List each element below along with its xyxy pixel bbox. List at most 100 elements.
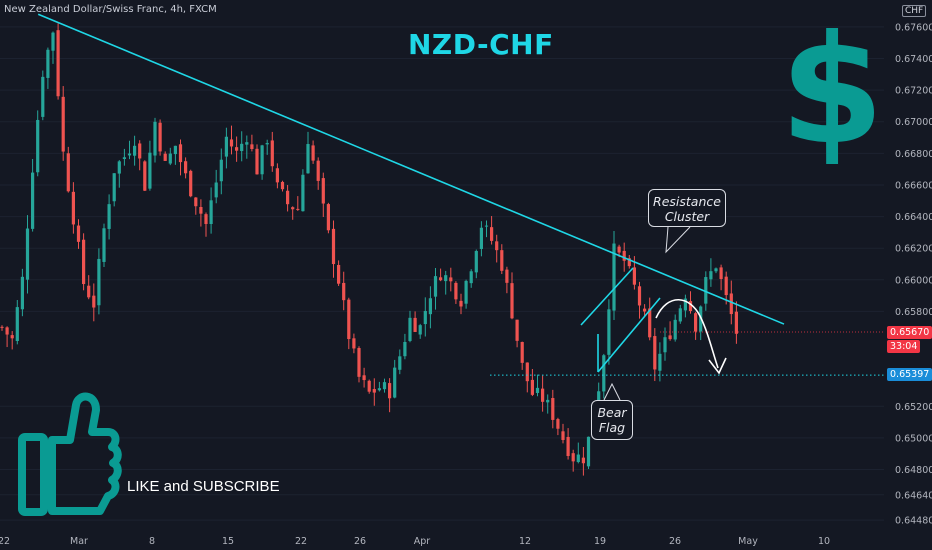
candle-body [214,182,218,198]
candle-body [153,121,157,156]
price-tick-label: 0.65000 [895,433,932,444]
candle-body [632,267,636,285]
candle-body [515,319,519,341]
candle-body [607,309,611,355]
candle-body [474,250,478,273]
drawings [37,13,884,401]
time-tick-label: 15 [222,536,234,547]
price-tick-label: 0.66800 [895,149,932,160]
candle-body [36,119,40,173]
candle-body [265,143,269,145]
candle-body [107,204,111,229]
candle-body [709,271,713,280]
price-tick-label: 0.66000 [895,275,932,286]
price-tick-label: 0.66600 [895,180,932,191]
price-tick-label: 0.64640 [895,490,932,501]
candle-body [724,276,728,296]
price-tick-label: 0.65800 [895,307,932,318]
resistance-trendline[interactable] [37,13,785,325]
time-tick-label: 10 [818,536,830,547]
candle-body [92,295,96,308]
candle-body [464,280,468,304]
like-subscribe-text: LIKE and SUBSCRIBE [127,478,280,495]
candle-body [199,206,203,214]
projection-arrowhead [708,357,727,375]
candle-body [342,282,346,301]
candle-body [148,152,152,189]
candle-body [229,139,234,147]
candle-body [648,308,652,338]
candle-body [377,388,381,391]
candle-body [25,228,30,280]
candle-body [250,144,254,149]
candle-body [418,325,422,335]
candle-body [571,453,575,462]
candle-body [398,356,402,370]
time-tick-label: 26 [669,536,681,547]
candle-body [102,228,106,262]
callout-bear-line1: Bear [597,405,627,420]
price-tick-label: 0.67600 [895,22,932,33]
candle-body [316,160,320,181]
candle-body [673,319,677,340]
candle-body [270,140,274,167]
time-tick-label: Apr [414,536,431,547]
candle-body [484,225,489,227]
candle-body [306,144,310,174]
candle-body [133,145,137,156]
candle-body [219,159,223,182]
candle-body [566,436,570,457]
candle-body [479,227,483,249]
candle-body [413,317,417,332]
candle-body [551,398,555,420]
candle-body [393,367,397,398]
candle-body [5,327,9,335]
candle-body [663,337,667,353]
callout-resistance-line2: Cluster [664,209,710,224]
candle-body [428,298,432,315]
candle-body [449,277,453,282]
candle-body [311,145,315,161]
currency-badge[interactable]: CHF [902,5,927,17]
candle-body [505,269,509,283]
candle-body [209,200,213,224]
candle-body [275,168,279,183]
candle-body [127,153,132,156]
bear-flag-upper[interactable] [580,267,634,326]
candle-body [280,181,285,190]
time-axis[interactable]: 22 Mar 8 15 22 26 Apr 12 19 26 May 10 [0,536,830,547]
candle-body [41,76,45,117]
bear-flag-lower[interactable] [597,297,661,373]
candle-body [138,143,142,159]
dollar-sign-icon: $ [780,4,884,178]
candle-body [56,30,60,97]
pair-title: NZD-CHF [408,28,554,61]
candles [0,23,738,476]
time-tick-label: 22 [0,536,10,547]
price-axis[interactable]: 0.67600 0.67400 0.67200 0.67000 0.66800 0.666… [895,22,932,526]
candle-body [546,399,550,403]
callout-bear-line2: Flag [598,420,626,435]
candle-body [439,277,443,281]
candle-body [490,227,494,241]
thumbs-up-icon[interactable] [18,392,122,516]
candle-body [204,214,208,224]
candle-body [347,299,351,340]
callout-resistance-cluster: Resistance Cluster [648,189,726,227]
candle-body [337,264,341,284]
candle-body [561,431,565,440]
candle-body [10,335,14,339]
candle-body [704,277,708,304]
time-tick-label: 8 [149,536,155,547]
price-tick-label: 0.67400 [895,54,932,65]
candle-body [403,341,407,357]
callout-bear-flag: Bear Flag [591,400,633,440]
candle-body [20,276,24,310]
candle-body [617,246,621,253]
candle-body [719,267,723,280]
candle-body [178,144,183,163]
candle-body [668,335,672,340]
candle-body [112,173,116,202]
projection-curve[interactable] [655,299,719,369]
